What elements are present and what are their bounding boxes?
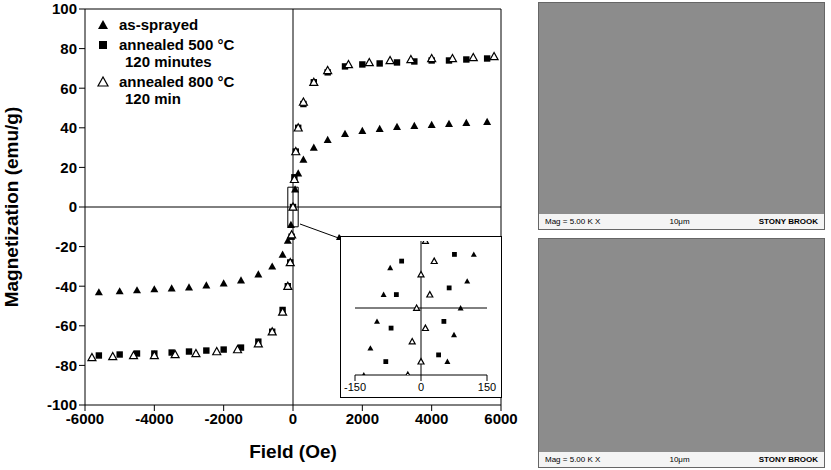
svg-text:4000: 4000 [415,410,448,427]
html-text:120 minutes: 120 minutes [125,53,212,70]
svg-text:0: 0 [289,410,297,427]
svg-text:Field (Oe): Field (Oe) [249,441,337,462]
html-text:annealed 800 °C: annealed 800 °C [119,73,235,90]
html-text:as-sprayed: as-sprayed [119,16,199,33]
svg-text:-80: -80 [55,357,77,374]
html-text:STONY BROOK: STONY BROOK [758,217,818,226]
svg-text:-4000: -4000 [135,410,173,427]
svg-text:80: 80 [60,40,77,57]
svg-text:-2000: -2000 [204,410,242,427]
svg-text:-6000: -6000 [65,409,105,427]
svg-text:6000: 6000 [484,410,517,427]
html-text:10μm: 10μm [669,455,690,464]
html-text:STONY BROOK: STONY BROOK [758,455,818,464]
svg-text:-150: -150 [344,381,366,393]
html-text:Mag = 5.00 K X: Mag = 5.00 K X [545,455,601,464]
svg-text:100: 100 [52,0,77,17]
svg-text:-60: -60 [55,317,77,334]
svg-text:-40: -40 [55,278,77,295]
svg-text:-100: -100 [47,396,77,413]
html-text:10μm: 10μm [669,217,690,226]
html-text:120 min: 120 min [125,90,181,107]
svg-text:60: 60 [60,80,77,97]
svg-text:0: 0 [69,198,77,215]
svg-text:20: 20 [60,159,77,176]
html-text:annealed 500 °C: annealed 500 °C [119,36,235,53]
html-text:Mag = 5.00 K X: Mag = 5.00 K X [545,217,601,226]
svg-text:-20: -20 [55,238,77,255]
svg-text:2000: 2000 [346,410,379,427]
svg-text:150: 150 [478,381,496,393]
svg-text:Magnetization (emu/g): Magnetization (emu/g) [1,107,22,308]
svg-text:0: 0 [418,381,424,393]
svg-text:40: 40 [60,119,77,136]
